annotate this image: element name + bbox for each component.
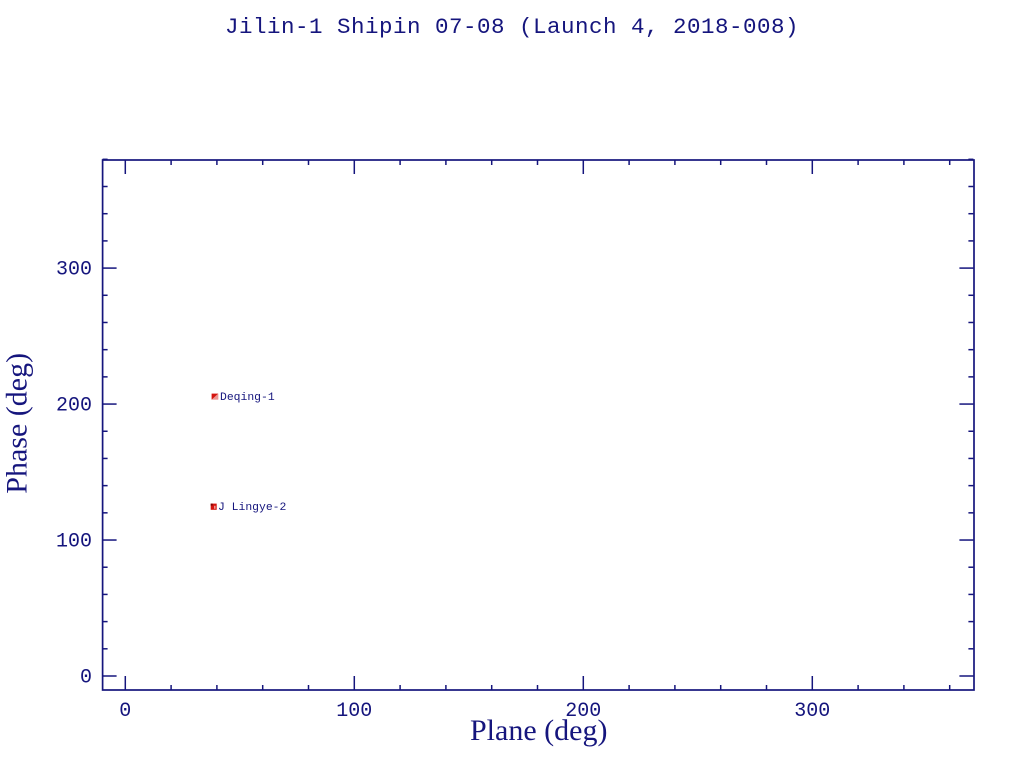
svg-text:J Lingye-2: J Lingye-2 [218, 502, 287, 514]
svg-text:200: 200 [56, 395, 92, 418]
svg-text:0: 0 [119, 700, 131, 723]
svg-text:0: 0 [80, 667, 92, 690]
svg-text:300: 300 [56, 259, 92, 282]
svg-text:Deqing-1: Deqing-1 [220, 392, 275, 404]
svg-text:100: 100 [56, 531, 92, 554]
svg-text:100: 100 [336, 700, 372, 723]
svg-text:300: 300 [794, 700, 830, 723]
